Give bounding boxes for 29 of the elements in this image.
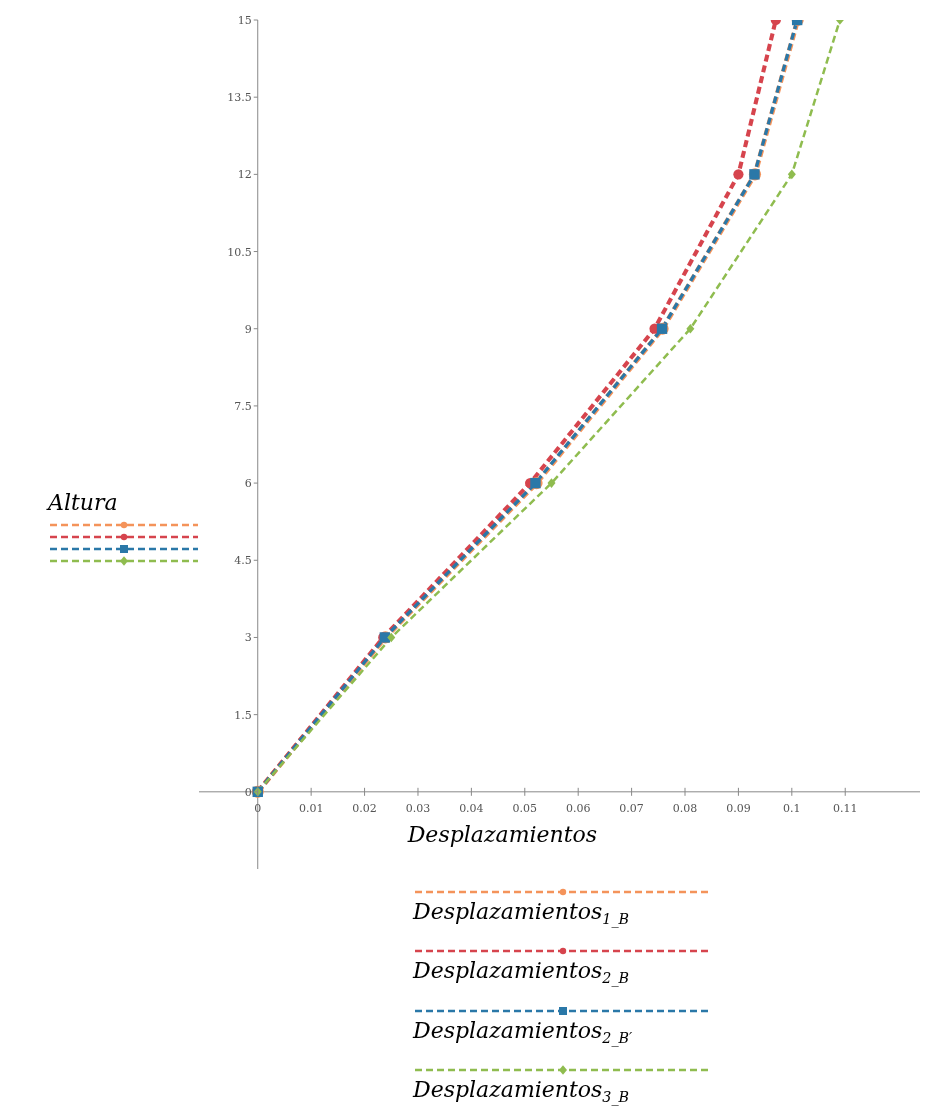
- y-tick-label: 13.5: [227, 91, 252, 105]
- x-tick-label: 0.11: [832, 801, 858, 815]
- legend-label: Desplazamientos$_{2_B}$: [413, 958, 630, 987]
- y-tick-label: 10.5: [227, 245, 252, 259]
- x-tick-label: 0.01: [298, 801, 324, 815]
- x-tick-label: 0.09: [726, 801, 751, 815]
- legend-label: Desplazamientos$_{3_B}$: [413, 1077, 630, 1106]
- y-tick-label: 6: [244, 477, 252, 491]
- x-tick-label: 0.03: [405, 801, 431, 815]
- x-tick-label: 0.1: [783, 801, 801, 815]
- x-tick-label: 0.02: [352, 801, 377, 815]
- y-tick-label: 9: [244, 322, 252, 336]
- legend-label: Desplazamientos$_{2_B′}$: [413, 1017, 633, 1047]
- y-tick-label: 7.5: [234, 399, 252, 413]
- y-axis-title: Altura: [48, 490, 119, 515]
- y-tick-label: 15: [237, 14, 252, 27]
- x-tick-label: 0.04: [459, 801, 484, 815]
- x-tick-label: 0.07: [619, 801, 644, 815]
- y-tick-label: 4.5: [234, 554, 252, 568]
- y-tick-label: 12: [237, 168, 252, 182]
- x-tick-label: 0.05: [512, 801, 538, 815]
- x-tick-label: 0: [254, 801, 262, 815]
- y-tick-label: 3: [244, 631, 252, 645]
- y-tick-label: 1.5: [234, 708, 252, 722]
- legend-label: Desplazamientos$_{1_B}$: [413, 899, 630, 928]
- y-tick-label: 0: [244, 785, 252, 799]
- x-tick-label: 0.08: [672, 801, 698, 815]
- x-tick-label: 0.06: [565, 801, 591, 815]
- x-axis-title: Desplazamientos: [407, 821, 598, 847]
